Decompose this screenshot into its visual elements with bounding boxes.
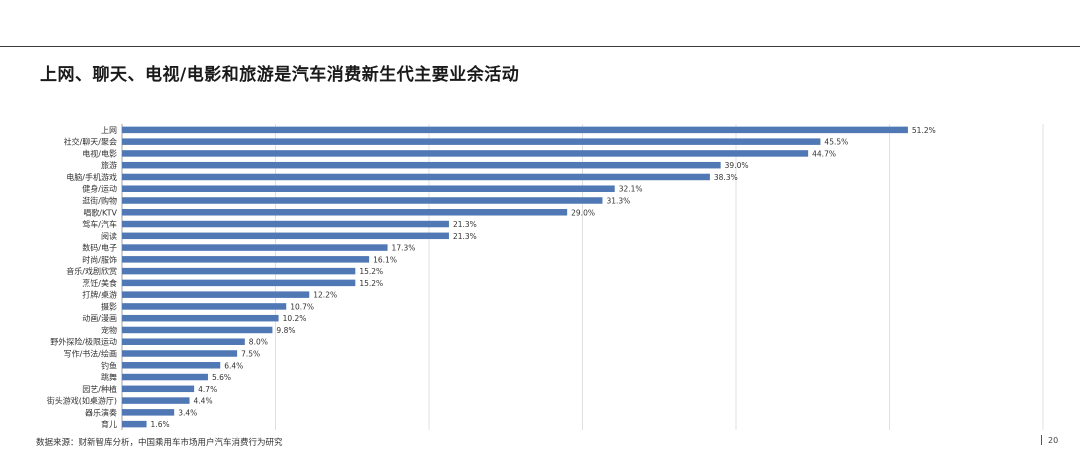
value-label: 17.3% <box>392 244 416 253</box>
value-label: 4.7% <box>198 385 217 394</box>
bar <box>122 209 568 216</box>
bar <box>122 232 449 240</box>
category-label: 打牌/桌游 <box>82 290 117 300</box>
value-label: 39.0% <box>725 161 749 170</box>
bar <box>122 244 388 251</box>
category-label: 电视/电影 <box>82 148 117 158</box>
value-label: 32.1% <box>619 185 643 194</box>
category-label: 宠物 <box>101 325 117 335</box>
value-label: 6.4% <box>224 361 243 370</box>
category-label: 育儿 <box>101 419 117 429</box>
category-label: 园艺/种植 <box>82 384 117 394</box>
bar <box>122 185 615 192</box>
category-label: 电脑/手机游戏 <box>66 172 117 182</box>
bar <box>122 126 908 134</box>
bar <box>122 362 221 369</box>
bar <box>122 326 273 334</box>
value-label: 45.5% <box>824 138 848 147</box>
value-label: 9.8% <box>276 326 295 335</box>
value-label: 29.0% <box>571 208 595 217</box>
category-label: 摄影 <box>101 301 117 311</box>
bar <box>122 350 238 357</box>
bar <box>122 267 356 275</box>
value-label: 31.3% <box>606 197 630 206</box>
header-rule <box>0 46 1080 47</box>
category-label: 逛街/购物 <box>82 196 117 206</box>
bar <box>122 256 370 263</box>
category-label: 时尚/服饰 <box>82 254 117 264</box>
bar <box>122 173 710 181</box>
value-label: 16.1% <box>373 255 397 264</box>
bar <box>122 161 721 169</box>
bar <box>122 420 147 428</box>
bar <box>122 338 245 345</box>
value-label: 44.7% <box>812 149 836 158</box>
category-label: 健身/运动 <box>82 184 117 194</box>
category-label: 街头游戏(如桌游厅) <box>47 396 117 406</box>
value-label: 1.6% <box>151 420 170 429</box>
bar <box>122 291 310 298</box>
bar <box>122 397 190 404</box>
category-label: 旅游 <box>101 160 117 170</box>
category-label: 数码/电子 <box>82 243 117 253</box>
bar <box>122 373 208 381</box>
value-label: 15.2% <box>359 279 383 288</box>
category-label: 野外探险/极限运动 <box>50 337 117 347</box>
category-label: 器乐演奏 <box>85 407 117 417</box>
category-label: 烹饪/美食 <box>82 278 117 288</box>
value-label: 12.2% <box>313 291 337 300</box>
bar <box>122 197 603 204</box>
value-label: 7.5% <box>241 350 260 359</box>
value-label: 10.2% <box>283 314 307 323</box>
bar <box>122 279 356 287</box>
category-label: 社交/聊天/聚会 <box>64 137 117 147</box>
category-label: 阅读 <box>101 231 117 241</box>
bar <box>122 220 449 228</box>
value-label: 8.0% <box>249 338 268 347</box>
category-label: 唱歌/KTV <box>83 207 117 217</box>
category-label: 音乐/戏剧欣赏 <box>66 266 117 276</box>
bar <box>122 314 279 322</box>
value-label: 21.3% <box>453 220 477 229</box>
bar <box>122 409 175 416</box>
value-label: 51.2% <box>912 126 936 135</box>
category-label: 动画/漫画 <box>82 313 117 323</box>
slide-title: 上网、聊天、电视/电影和旅游是汽车消费新生代主要业余活动 <box>40 65 520 85</box>
category-label: 上网 <box>101 126 117 135</box>
page-number-divider <box>1041 435 1042 445</box>
value-label: 10.7% <box>290 302 314 311</box>
bar <box>122 385 195 393</box>
category-label: 钓鱼 <box>101 360 117 370</box>
bar <box>122 138 821 145</box>
value-label: 38.3% <box>714 173 738 182</box>
value-label: 15.2% <box>359 267 383 276</box>
bar <box>122 303 287 310</box>
category-label: 跳舞 <box>101 372 117 382</box>
category-label: 写作/书法/绘画 <box>64 349 117 359</box>
category-label: 驾车/汽车 <box>82 219 117 229</box>
data-source-note: 数据来源：财新智库分析，中国乘用车市场用户汽车消费行为研究 <box>36 438 283 448</box>
value-label: 4.4% <box>194 397 213 406</box>
page-number: 20 <box>1048 436 1059 445</box>
value-label: 21.3% <box>453 232 477 241</box>
value-label: 3.4% <box>178 408 197 417</box>
value-label: 5.6% <box>212 373 231 382</box>
bar <box>122 150 809 157</box>
